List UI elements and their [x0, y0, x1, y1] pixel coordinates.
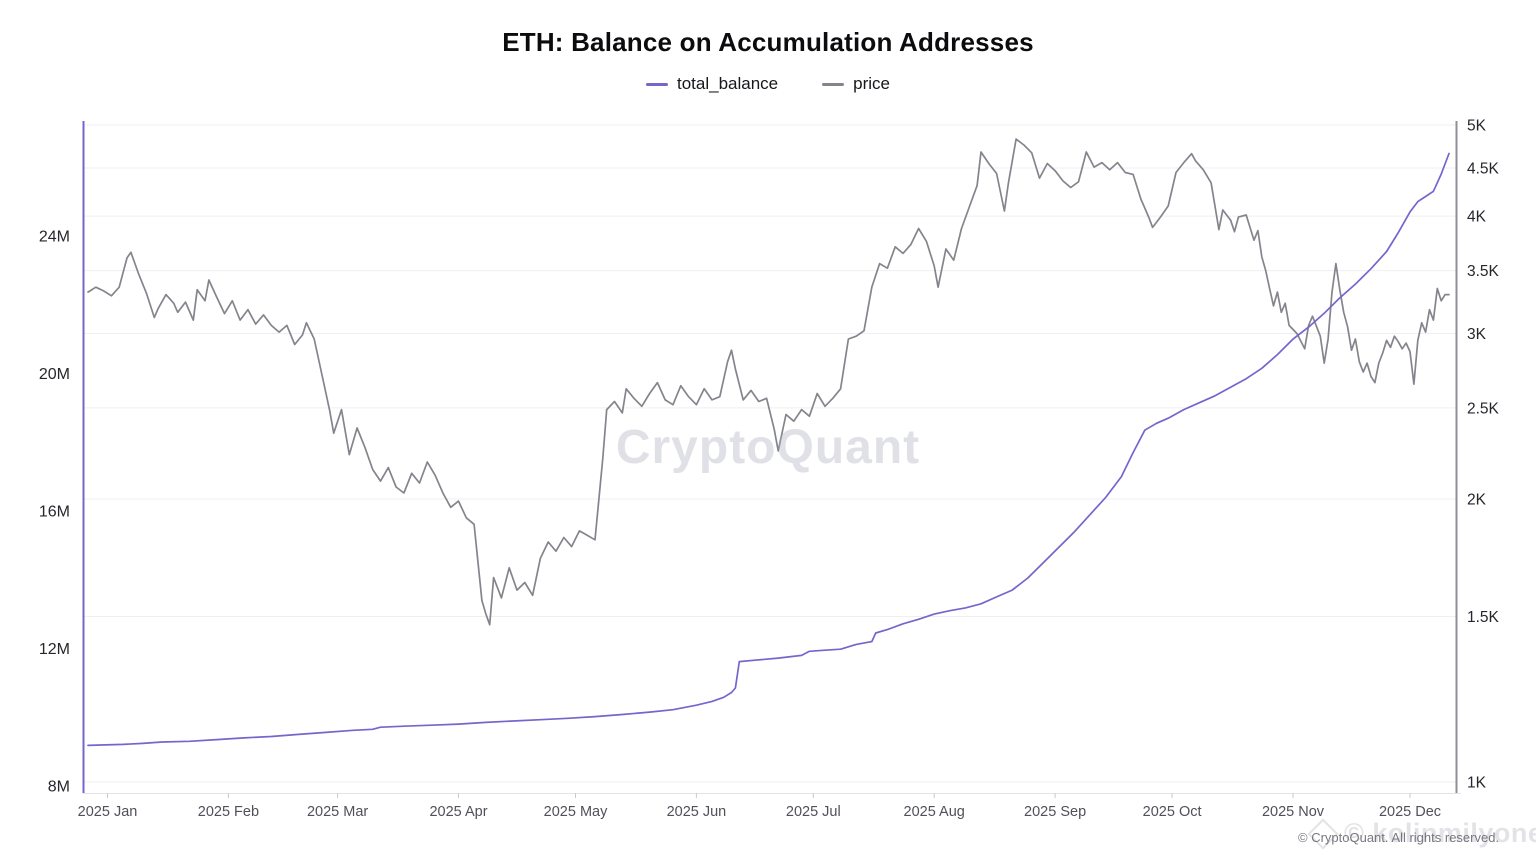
legend-label-total-balance: total_balance — [677, 74, 779, 93]
y-right-tick-label: 3.5K — [1467, 263, 1500, 280]
y-right-tick-label: 4K — [1467, 209, 1487, 226]
plot-area[interactable] — [83, 121, 1457, 793]
chart-legend: total_balance price — [0, 74, 1536, 94]
x-tick-label: 2025 May — [544, 804, 608, 820]
y-left-tick-label: 20M — [39, 366, 70, 383]
y-left-tick-label: 24M — [39, 229, 70, 246]
x-tick-label: 2025 Jul — [786, 804, 841, 820]
price-line — [87, 138, 1450, 626]
x-tick-label: 2025 Jun — [667, 804, 727, 820]
x-tick-label: 2025 Mar — [307, 804, 368, 820]
y-left-tick-label: 16M — [39, 504, 70, 521]
x-tick-label: 2025 Feb — [198, 804, 259, 820]
x-tick-label: 2025 Apr — [429, 804, 487, 820]
y-right-tick-label: 5K — [1467, 118, 1487, 135]
total-balance-line — [87, 152, 1450, 747]
legend-label-price: price — [853, 74, 890, 93]
y-right-tick-label: 2K — [1467, 492, 1487, 509]
total-balance-line-swatch — [646, 82, 668, 86]
y-left-tick-label: 12M — [39, 641, 70, 658]
y-right-tick-label: 1.5K — [1467, 609, 1500, 626]
y-right-tick-label: 1K — [1467, 775, 1487, 792]
y-right-tick-label: 2.5K — [1467, 400, 1500, 417]
y-left-tick-label: 8M — [48, 779, 70, 796]
y-right-tick-label: 4.5K — [1467, 161, 1500, 178]
x-tick-label: 2025 Jan — [78, 804, 138, 820]
y-right-tick-label: 3K — [1467, 326, 1487, 343]
legend-item-total-balance[interactable]: total_balance — [646, 74, 778, 94]
x-tick-label: 2025 Sep — [1024, 804, 1086, 820]
x-tick-label: 2025 Aug — [904, 804, 965, 820]
legend-item-price[interactable]: price — [822, 74, 890, 94]
x-tick-label: 2025 Oct — [1143, 804, 1202, 820]
chart-title: ETH: Balance on Accumulation Addresses — [502, 27, 1034, 57]
x-tick-label: 2025 Nov — [1262, 804, 1325, 820]
price-line-swatch — [822, 82, 845, 86]
copyright-text: © CryptoQuant. All rights reserved. — [1298, 830, 1500, 845]
x-tick-label: 2025 Dec — [1379, 804, 1441, 820]
